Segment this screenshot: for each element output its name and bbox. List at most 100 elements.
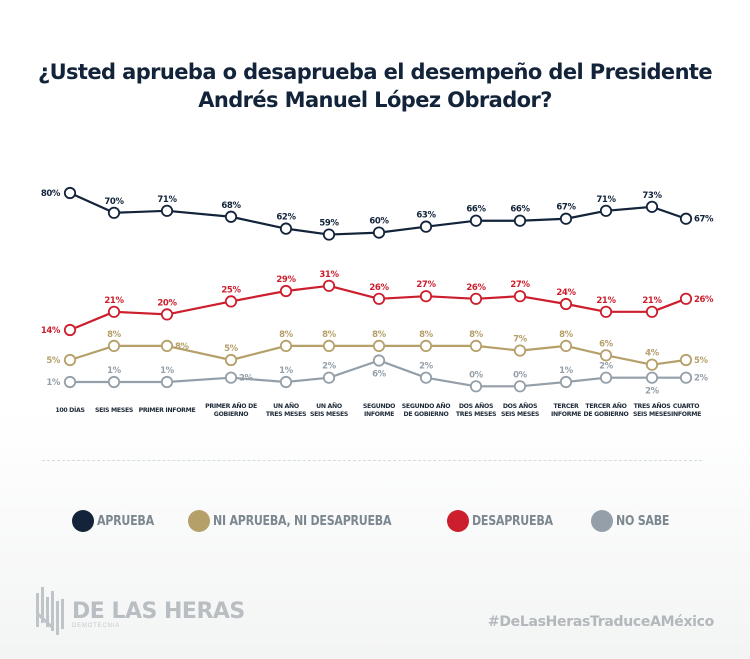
data-point-desaprueba	[107, 305, 121, 318]
data-point-no_sabe	[599, 371, 613, 384]
data-label-ni: 8%	[107, 330, 122, 340]
legend-swatch-aprueba	[71, 510, 94, 532]
series-desaprueba: 14% 21% 20% 25% 29% 31% 26% 27% 26% 27% 24% 21% 21% 2…	[41, 270, 714, 337]
data-label-ni: 8%	[322, 330, 337, 340]
legend-item-no-sabe: NO SABE	[590, 510, 679, 532]
data-point-aprueba	[559, 212, 573, 225]
data-point-desaprueba	[419, 290, 433, 303]
series-layer: 80% 70% 71% 68% 62% 59% 60% 63% 66% 66% 67% 71% 73% 6…	[41, 186, 714, 397]
x-tick-label: SEGUNDO AÑO DE GOBIERNO	[402, 401, 450, 418]
data-point-no_sabe	[107, 375, 121, 389]
data-label-no_sabe: 2%	[322, 362, 337, 372]
data-point-ni	[559, 339, 573, 352]
data-point-aprueba	[513, 214, 527, 227]
data-label-no_sabe: 1%	[46, 378, 61, 388]
data-label-aprueba: 71%	[157, 195, 177, 205]
data-label-ni: 6%	[599, 339, 614, 349]
chart-title: ¿Usted aprueba o desaprueba el desempeño…	[0, 58, 750, 114]
data-point-desaprueba	[645, 305, 659, 318]
data-point-ni	[372, 339, 386, 352]
data-label-aprueba: 59%	[319, 219, 339, 229]
legend: APRUEBA NI APRUEBA, NI DESAPRUEBA DESAPR…	[0, 510, 750, 532]
x-tick-label: SEIS MESES	[95, 407, 133, 414]
data-label-aprueba: 63%	[416, 211, 436, 221]
data-point-desaprueba	[513, 290, 527, 303]
x-tick-label: DOS AÑOS SEIS MESES	[501, 401, 539, 418]
data-point-ni	[419, 339, 433, 352]
data-point-no_sabe	[372, 354, 386, 367]
hashtag: #DeLasHerasTraduceAMéxico	[487, 614, 714, 630]
data-point-ni	[679, 353, 693, 367]
data-label-no_sabe: 2%	[694, 374, 709, 384]
data-point-desaprueba	[599, 305, 613, 318]
data-label-no_sabe: 1%	[559, 366, 574, 376]
x-tick-label: TERCER AÑO DE GOBIERNO	[583, 401, 628, 418]
x-tick-label: DOS AÑOS TRES MESES	[456, 401, 496, 418]
data-label-ni: 8%	[419, 330, 434, 340]
data-point-no_sabe	[645, 371, 659, 384]
data-label-no_sabe: 0%	[469, 370, 484, 380]
data-label-ni: 8%	[372, 330, 387, 340]
data-label-ni: 5%	[46, 356, 61, 366]
x-axis-labels: 100 DÍAS SEIS MESES PRIMER INFORME PRIMER A…	[55, 401, 701, 418]
x-tick-label: TRES AÑOS SEIS MESES	[633, 401, 671, 418]
data-label-desaprueba: 21%	[596, 296, 616, 306]
data-point-no_sabe	[679, 371, 693, 384]
data-point-ni	[160, 339, 174, 352]
data-label-no_sabe: 2%	[645, 387, 660, 397]
data-label-no_sabe: 1%	[160, 366, 175, 376]
data-label-desaprueba: 25%	[221, 285, 241, 295]
series-line-desaprueba	[69, 284, 687, 332]
data-label-ni: 8%	[175, 342, 190, 352]
data-label-desaprueba: 21%	[642, 296, 662, 306]
data-point-desaprueba	[160, 308, 174, 321]
x-tick-label: PRIMER INFORME	[139, 407, 196, 414]
data-point-aprueba	[645, 200, 659, 213]
legend-item-desaprueba: DESAPRUEBA	[446, 510, 567, 532]
data-point-desaprueba	[372, 292, 386, 305]
data-label-no_sabe: 0%	[513, 370, 528, 380]
x-tick-label: PRIMER AÑO DE GOBIERNO	[205, 401, 257, 418]
data-label-ni: 8%	[279, 330, 294, 340]
series-line-aprueba	[69, 191, 687, 236]
data-label-desaprueba: 21%	[104, 296, 124, 306]
data-point-no_sabe	[559, 375, 573, 389]
legend-swatch-ni	[187, 510, 210, 532]
chart-title-line-2: Andrés Manuel López Obrador?	[198, 88, 552, 112]
data-label-ni: 4%	[645, 349, 660, 359]
series-line-ni	[69, 344, 687, 366]
data-label-no_sabe: 2%	[419, 362, 434, 372]
data-point-aprueba	[599, 204, 613, 217]
data-label-no_sabe: 1%	[279, 366, 294, 376]
data-point-desaprueba	[559, 297, 573, 311]
data-point-desaprueba	[279, 284, 293, 298]
x-tick-label: SEGUNDO INFORME	[363, 403, 395, 418]
data-label-desaprueba: 31%	[319, 270, 339, 280]
logo-name: DE LAS HERAS	[72, 599, 245, 624]
data-point-ni	[599, 349, 613, 362]
data-point-ni	[469, 339, 483, 352]
data-point-aprueba	[679, 212, 693, 225]
data-label-aprueba: 60%	[369, 217, 389, 227]
data-label-desaprueba: 26%	[466, 283, 486, 293]
data-point-ni	[63, 353, 77, 367]
data-point-ni	[513, 344, 527, 357]
data-point-desaprueba	[679, 292, 693, 305]
x-tick-label: UN AÑO TRES MESES	[266, 401, 306, 418]
legend-label-no-sabe: NO SABE	[615, 513, 669, 529]
data-point-no_sabe	[160, 375, 174, 389]
logo-subtitle: DEMOTECNIA	[72, 623, 121, 629]
x-tick-label: TERCER INFORME	[551, 403, 581, 418]
data-label-no_sabe: 2%	[599, 362, 614, 372]
data-point-no_sabe	[279, 375, 293, 389]
data-point-aprueba	[469, 214, 483, 227]
data-point-no_sabe	[469, 380, 483, 393]
data-point-desaprueba	[63, 323, 77, 337]
data-label-aprueba: 68%	[221, 201, 241, 211]
data-point-aprueba	[224, 210, 238, 223]
legend-item-aprueba: APRUEBA	[71, 510, 164, 532]
data-label-aprueba: 67%	[694, 215, 714, 225]
data-point-no_sabe	[322, 371, 336, 384]
data-label-aprueba: 73%	[642, 191, 662, 201]
chart-title-line-1: ¿Usted aprueba o desaprueba el desempeño…	[38, 60, 713, 84]
